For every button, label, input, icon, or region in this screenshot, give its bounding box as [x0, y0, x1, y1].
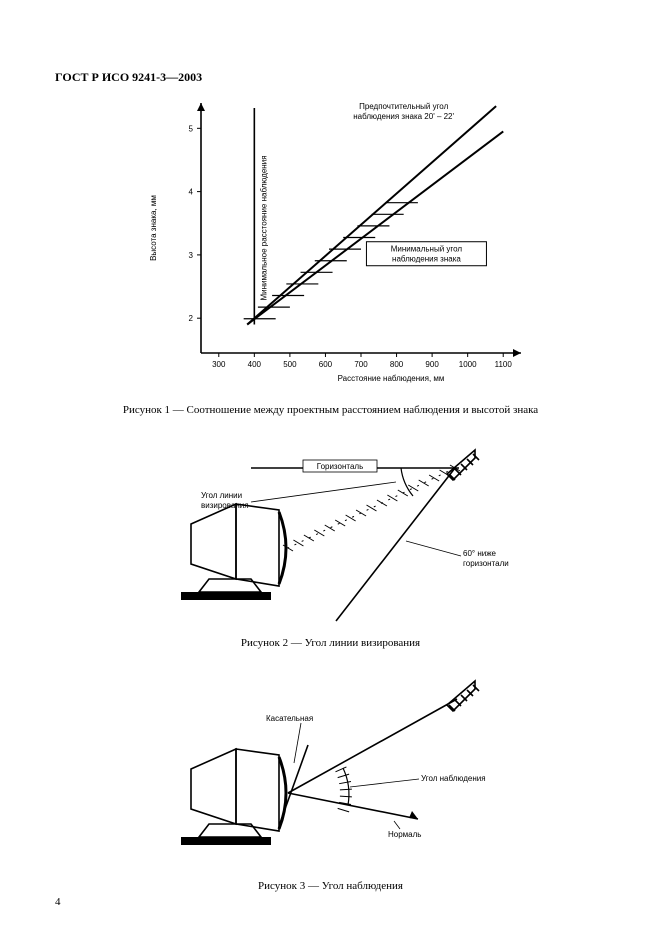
- svg-text:Касательная: Касательная: [266, 714, 313, 723]
- figure-3-caption: Рисунок 3 — Угол наблюдения: [55, 880, 606, 892]
- svg-text:горизонтали: горизонтали: [463, 559, 509, 568]
- svg-text:Предпочтительный угол: Предпочтительный угол: [359, 102, 449, 111]
- svg-text:4: 4: [188, 188, 193, 197]
- svg-text:5: 5: [188, 124, 193, 133]
- page-number: 4: [55, 896, 61, 908]
- svg-text:2: 2: [188, 314, 193, 323]
- doc-header: ГОСТ Р ИСО 9241-3—2003: [55, 70, 606, 85]
- svg-text:Угол наблюдения: Угол наблюдения: [421, 774, 486, 783]
- svg-text:60° ниже: 60° ниже: [463, 549, 497, 558]
- svg-text:Горизонталь: Горизонталь: [316, 462, 362, 471]
- svg-text:400: 400: [247, 360, 261, 369]
- svg-text:600: 600: [318, 360, 332, 369]
- svg-text:500: 500: [283, 360, 297, 369]
- svg-text:900: 900: [425, 360, 439, 369]
- svg-text:700: 700: [354, 360, 368, 369]
- svg-text:300: 300: [212, 360, 226, 369]
- svg-text:Высота знака, мм: Высота знака, мм: [149, 195, 158, 261]
- svg-text:Минимальное расстояние наблюде: Минимальное расстояние наблюдения: [259, 155, 268, 300]
- svg-text:1100: 1100: [494, 360, 512, 369]
- svg-text:Угол линии: Угол линии: [201, 491, 242, 500]
- svg-text:800: 800: [389, 360, 403, 369]
- svg-text:визирования: визирования: [201, 501, 249, 510]
- svg-text:наблюдения знака 20' – 22': наблюдения знака 20' – 22': [353, 112, 454, 121]
- figure-2-caption: Рисунок 2 — Угол линии визирования: [55, 637, 606, 649]
- figure-2-diagram: Горизонталь Угол линиивизирования 60° ниже…: [131, 426, 531, 626]
- svg-text:3: 3: [188, 251, 193, 260]
- svg-text:Расстояние наблюдения, мм: Расстояние наблюдения, мм: [337, 374, 444, 383]
- svg-text:Нормаль: Нормаль: [388, 830, 421, 839]
- figure-3-diagram: Касательная Угол наблюдения Нормаль: [131, 659, 531, 869]
- figure-1-chart: 300 400 500 600 700 800 900 1000 1100 2 3 4 5 Расстоя…: [131, 93, 531, 393]
- svg-text:1000: 1000: [458, 360, 476, 369]
- svg-text:Минимальный угол: Минимальный угол: [390, 245, 462, 254]
- figure-1-caption: Рисунок 1 — Соотношение между проектным …: [55, 404, 606, 416]
- svg-text:наблюдения знака: наблюдения знака: [392, 255, 461, 264]
